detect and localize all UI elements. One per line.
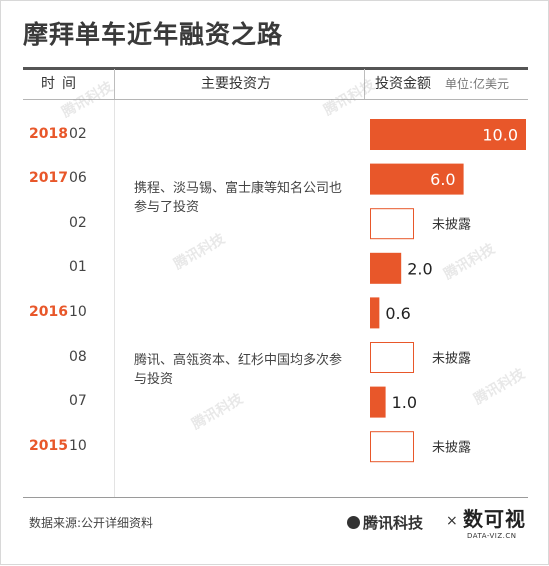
column-header-amount: 投资金额 [375, 76, 431, 92]
bar [370, 252, 402, 284]
tencent-logo-text: 腾讯科技 [363, 514, 424, 532]
row-year: 2016 [29, 303, 68, 320]
bar-value-label: 0.6 [385, 304, 410, 323]
row-year: 2017 [29, 170, 68, 187]
unit-label: 单位:亿美元 [445, 77, 510, 91]
data-viz-url: DATA-VIZ.CN [467, 532, 517, 540]
footer-rule [23, 497, 528, 498]
tencent-tech-logo: 腾讯科技 [347, 512, 423, 533]
column-divider [114, 100, 115, 497]
row-month: 02 [69, 214, 87, 231]
row-month: 10 [69, 303, 87, 320]
undisclosed-label: 未披露 [432, 352, 471, 367]
data-source: 数据来源:公开详细资料 [29, 516, 154, 530]
logo-separator: × [446, 513, 458, 529]
row-month: 02 [69, 125, 87, 142]
bar-value-label: 2.0 [407, 259, 432, 278]
row-month: 06 [69, 170, 87, 187]
bar [370, 163, 464, 195]
row-year: 2015 [29, 437, 68, 454]
column-header-investors: 主要投资方 [201, 76, 271, 92]
tencent-logo-icon [347, 516, 360, 529]
column-header-time: 时间 [41, 76, 83, 92]
undisclosed-box [370, 431, 414, 463]
investor-note-1: 携程、淡马锡、富士康等知名公司也参与了投资 [134, 181, 343, 215]
bar [370, 386, 386, 418]
row-month: 07 [69, 393, 87, 410]
undisclosed-box [370, 342, 414, 373]
bar-value-label: 10.0 [482, 126, 518, 145]
undisclosed-label: 未披露 [432, 441, 471, 456]
header-divider-2 [364, 69, 365, 99]
row-year: 2018 [29, 125, 68, 142]
row-month: 08 [69, 348, 87, 365]
header-divider-1 [114, 69, 115, 99]
chart-title: 摩拜单车近年融资之路 [23, 20, 284, 49]
data-viz-logo: 数可视 [463, 507, 526, 531]
bar-value-label: 1.0 [392, 393, 417, 412]
header-bottom-rule [23, 99, 528, 100]
investor-note-2: 腾讯、高瓴资本、红杉中国均多次参与投资 [134, 353, 343, 387]
header-top-rule [23, 67, 528, 70]
undisclosed-label: 未披露 [432, 218, 471, 233]
undisclosed-box [370, 208, 414, 240]
bar [370, 297, 380, 329]
bar [370, 119, 526, 150]
row-month: 10 [69, 437, 87, 454]
bar-value-label: 6.0 [430, 170, 455, 189]
row-month: 01 [69, 259, 87, 276]
